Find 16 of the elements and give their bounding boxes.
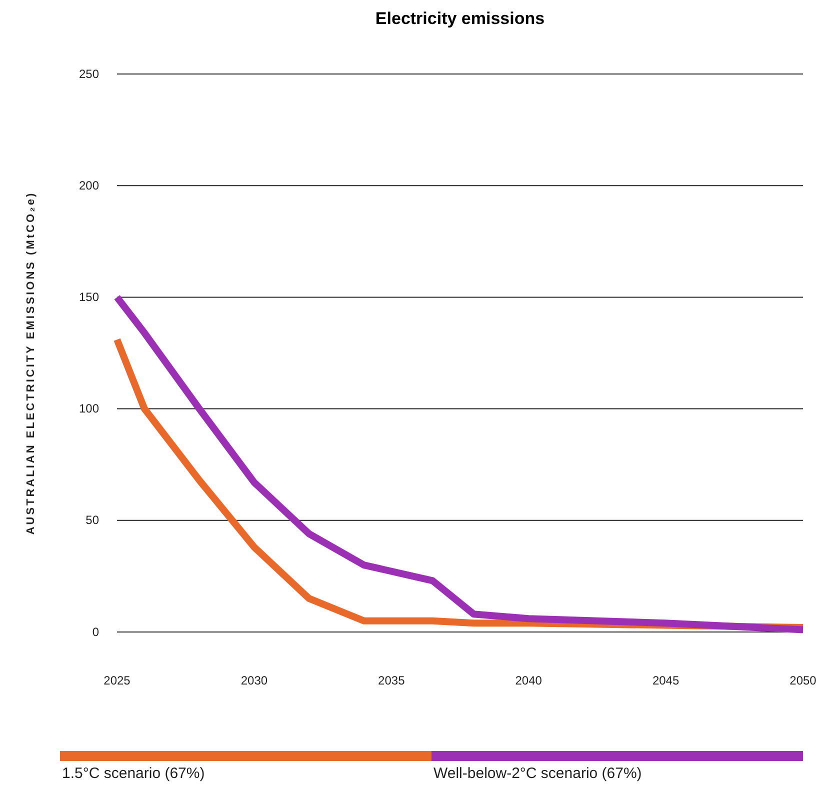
chart-title: Electricity emissions — [375, 9, 545, 28]
y-tick-label: 100 — [78, 402, 100, 416]
x-tick-label: 2025 — [104, 674, 131, 688]
y-tick-label: 50 — [86, 513, 100, 528]
y-tick-label: 250 — [78, 66, 100, 81]
x-tick-label: 2040 — [515, 674, 542, 688]
x-tick-label: 2045 — [652, 674, 680, 688]
y-tick-label: 200 — [78, 178, 100, 192]
y-axis-title: AUSTRALIAN ELECTRICITY EMISSIONS (MtCO₂e) — [25, 191, 37, 535]
y-tick-label: 150 — [78, 290, 100, 304]
x-tick-label: 2050 — [790, 674, 817, 688]
x-tick-label: 2035 — [378, 674, 406, 688]
x-tick-label: 2030 — [240, 674, 268, 688]
y-tick-label: 0 — [92, 624, 100, 639]
legend-label: Well-below-2°C scenario (67%) — [434, 765, 642, 782]
legend-label: 1.5°C scenario (67%) — [62, 765, 205, 782]
